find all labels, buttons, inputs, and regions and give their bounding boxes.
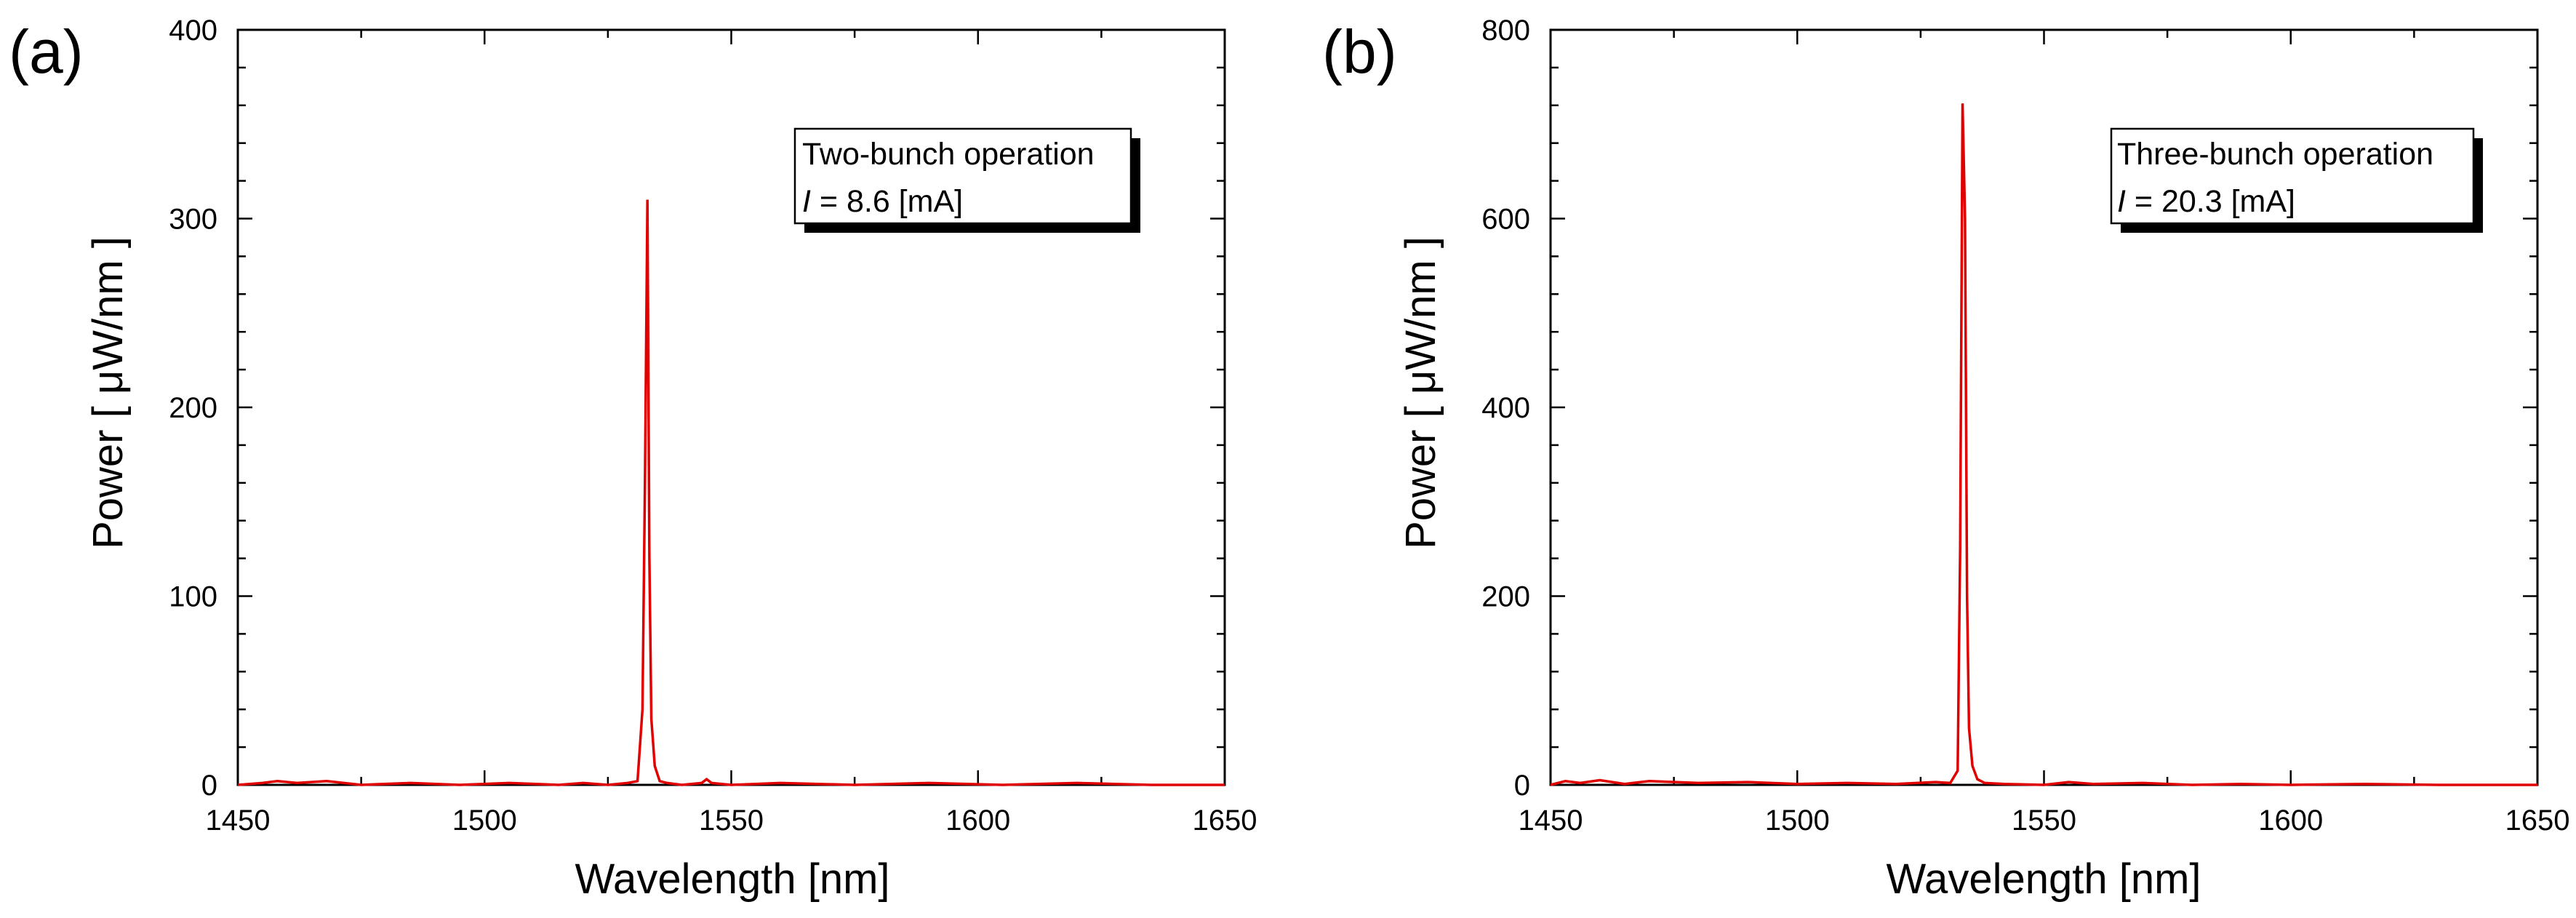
- tick-labels: 1450 1500 1550 1600 1650 0 100 200 300 400: [169, 15, 1257, 837]
- legend-current-symbol: I: [802, 184, 811, 219]
- x-axis-label: Wavelength [nm]: [575, 855, 889, 903]
- spectrum-line: [1550, 103, 2537, 786]
- x-axis-label: Wavelength [nm]: [1886, 855, 2201, 903]
- y-tick-label: 400: [1481, 392, 1530, 424]
- x-tick-label: 1650: [1193, 805, 1257, 837]
- panel-label: (b): [1322, 17, 1397, 86]
- legend-current-symbol: I: [2117, 184, 2126, 219]
- x-tick-label: 1500: [1765, 805, 1830, 837]
- x-tick-label: 1550: [2012, 805, 2076, 837]
- y-tick-label: 300: [169, 204, 217, 236]
- legend-current-value: = 20.3 [mA]: [2126, 184, 2295, 219]
- y-tick-label: 800: [1481, 15, 1530, 47]
- tick-labels: 1450 1500 1550 1600 1650 0 200 400 600 800: [1481, 15, 2569, 837]
- x-tick-label: 1650: [2505, 805, 2570, 837]
- legend-title: Three-bunch operation: [2117, 137, 2433, 172]
- spectrum-line: [237, 199, 1225, 786]
- x-tick-label: 1500: [452, 805, 517, 837]
- y-tick-label: 400: [169, 15, 217, 47]
- legend-box: Two-bunch operation I = 8.6 [mA]: [793, 127, 1140, 233]
- y-tick-label: 200: [1481, 581, 1530, 613]
- panel-label: (a): [9, 17, 84, 86]
- legend-box: Three-bunch operation I = 20.3 [mA]: [2110, 127, 2483, 233]
- x-tick-label: 1550: [699, 805, 764, 837]
- panel-b: (b) Power [ μW/nm ] Wavelength [nm] 1450…: [1322, 15, 2569, 903]
- legend-title: Two-bunch operation: [802, 137, 1095, 172]
- y-tick-label: 100: [169, 581, 217, 613]
- legend-current: I = 20.3 [mA]: [2117, 184, 2295, 219]
- x-tick-label: 1600: [2258, 805, 2323, 837]
- x-tick-label: 1450: [206, 805, 271, 837]
- panel-a: (a) Power [ μW/nm ] Wavelength [nm] 1450…: [9, 15, 1257, 903]
- y-tick-label: 0: [1514, 770, 1530, 802]
- x-tick-label: 1450: [1519, 805, 1583, 837]
- legend-current-value: = 8.6 [mA]: [811, 184, 963, 219]
- y-tick-label: 200: [169, 392, 217, 424]
- y-axis-label: Power [ μW/nm ]: [84, 236, 132, 549]
- y-axis-label: Power [ μW/nm ]: [1397, 236, 1444, 549]
- y-tick-label: 0: [201, 770, 217, 802]
- legend-current: I = 8.6 [mA]: [802, 184, 963, 219]
- y-tick-label: 600: [1481, 204, 1530, 236]
- x-tick-label: 1600: [945, 805, 1010, 837]
